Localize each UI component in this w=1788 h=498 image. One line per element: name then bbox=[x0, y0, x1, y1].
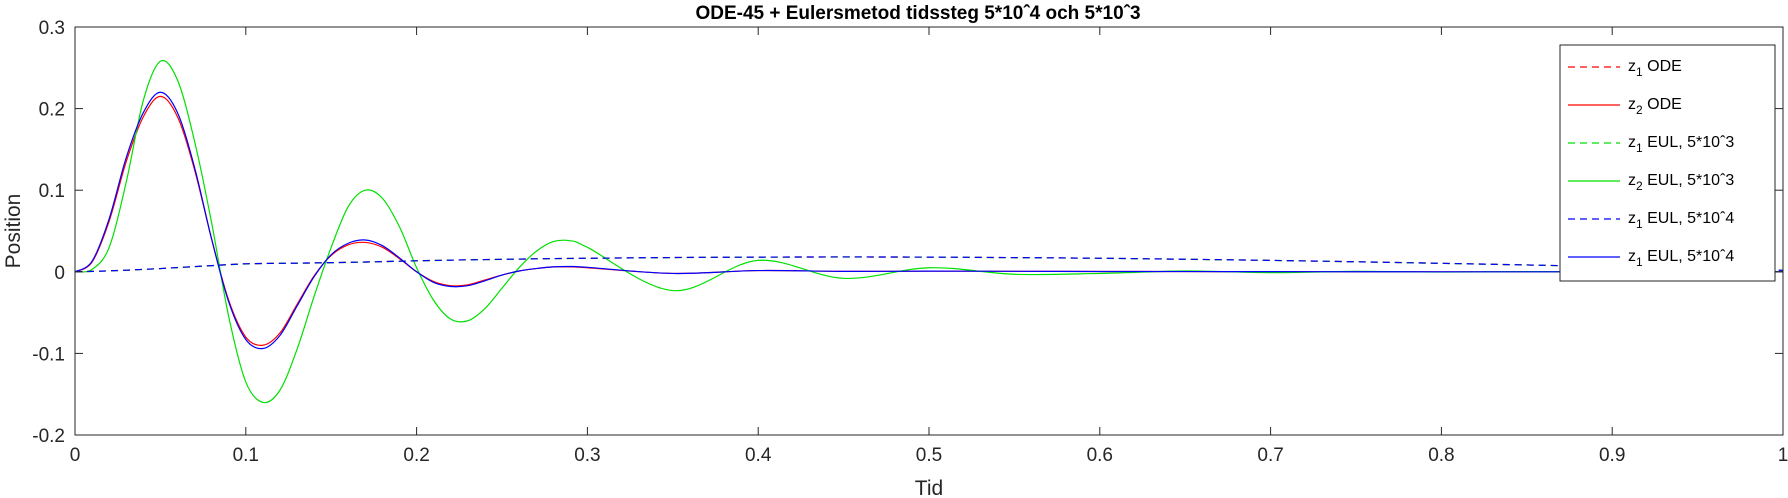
series-line-6 bbox=[74, 91, 1783, 350]
legend-item: z1 ODE bbox=[1568, 58, 1682, 79]
x-tick-label: 0.3 bbox=[574, 445, 600, 466]
legend-label: z1 EUL, 5*10ˆ4 bbox=[1628, 248, 1734, 269]
x-tick-label: 0.6 bbox=[1087, 445, 1113, 466]
x-tick-label: 0.4 bbox=[745, 445, 772, 466]
legend: z1 ODE z2 ODE z1 EUL, 5*10ˆ3 z2 EUL, 5*10ˆ3… bbox=[1559, 44, 1776, 282]
x-tick-label: 0.1 bbox=[233, 445, 259, 466]
legend-label: z1 EUL, 5*10ˆ4 bbox=[1628, 210, 1734, 231]
y-tick-label: 0 bbox=[54, 263, 65, 284]
y-tick-label: 0.1 bbox=[39, 181, 65, 202]
legend-box bbox=[1559, 44, 1776, 282]
x-tick-label: 0.5 bbox=[916, 445, 942, 466]
x-tick-label: 0.2 bbox=[403, 445, 429, 466]
x-tick-label: 1 bbox=[1778, 445, 1788, 466]
x-tick-label: 0.9 bbox=[1599, 445, 1625, 466]
legend-label: z2 EUL, 5*10ˆ3 bbox=[1628, 172, 1734, 193]
legend-item: z1 EUL, 5*10ˆ4 bbox=[1568, 248, 1734, 269]
y-axis-label: Position bbox=[2, 194, 25, 269]
legend-item: z2 ODE bbox=[1568, 96, 1682, 117]
legend-item: z2 EUL, 5*10ˆ3 bbox=[1568, 172, 1734, 193]
plot-background bbox=[75, 27, 1783, 435]
y-tick-label: -0.1 bbox=[32, 344, 65, 365]
legend-label: z2 ODE bbox=[1628, 96, 1682, 117]
x-axis-label: Tid bbox=[915, 477, 943, 498]
legend-item: z1 EUL, 5*10ˆ3 bbox=[1568, 134, 1734, 155]
chart-title: ODE-45 + Eulersmetod tidssteg 5*10ˆ4 och… bbox=[695, 3, 1140, 24]
x-tick-label: 0.7 bbox=[1257, 445, 1283, 466]
y-tick-label: 0.3 bbox=[39, 18, 65, 39]
legend-label: z1 EUL, 5*10ˆ3 bbox=[1628, 134, 1734, 155]
x-tick-label: 0 bbox=[70, 445, 81, 466]
y-tick-label: 0.2 bbox=[39, 100, 65, 121]
legend-item: z1 EUL, 5*10ˆ4 bbox=[1568, 210, 1734, 231]
plot-area: 0 0.1 0.2 0.3 0.4 0.5 0.6 0.7 0.8 0.9 1 -0.2 -0.1 0 0.… bbox=[32, 18, 1788, 466]
x-tick-label: 0.8 bbox=[1428, 445, 1454, 466]
series-layer bbox=[74, 59, 1784, 404]
legend-label: z1 ODE bbox=[1628, 58, 1682, 79]
y-tick-label: -0.2 bbox=[32, 426, 65, 447]
series-line-5 bbox=[74, 256, 1784, 273]
ticks-layer: 0 0.1 0.2 0.3 0.4 0.5 0.6 0.7 0.8 0.9 1 -0.2 -0.1 0 0.… bbox=[32, 18, 1788, 466]
